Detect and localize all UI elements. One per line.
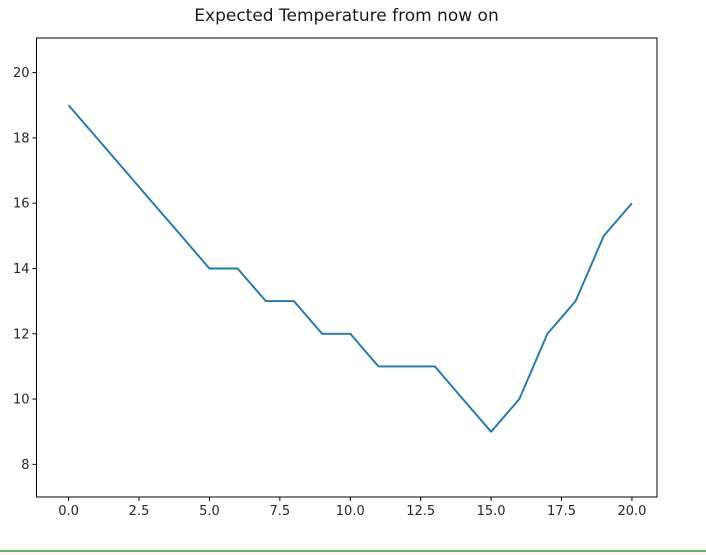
x-tick-label: 5.0 bbox=[199, 504, 220, 519]
x-tick-label: 2.5 bbox=[129, 504, 150, 519]
green-divider-line bbox=[0, 550, 706, 552]
y-tick-label: 10 bbox=[13, 393, 30, 408]
y-tick-label: 14 bbox=[13, 262, 30, 277]
y-tick-label: 8 bbox=[21, 458, 29, 473]
y-tick-label: 18 bbox=[13, 131, 30, 146]
y-tick-label: 16 bbox=[13, 197, 30, 212]
x-tick-label: 15.0 bbox=[477, 504, 506, 519]
y-tick-label: 20 bbox=[13, 66, 30, 81]
x-tick-label: 10.0 bbox=[336, 504, 365, 519]
page-background-strip bbox=[0, 552, 706, 555]
axes-frame bbox=[36, 37, 658, 498]
x-tick-label: 17.5 bbox=[547, 504, 576, 519]
y-tick-label: 12 bbox=[13, 327, 30, 342]
x-tick-label: 12.5 bbox=[406, 504, 435, 519]
temperature-line bbox=[67, 104, 633, 433]
x-tick-label: 0.0 bbox=[58, 504, 79, 519]
x-tick-label: 7.5 bbox=[270, 504, 291, 519]
chart-title: Expected Temperature from now on bbox=[194, 6, 499, 26]
x-tick-label: 20.0 bbox=[617, 504, 646, 519]
